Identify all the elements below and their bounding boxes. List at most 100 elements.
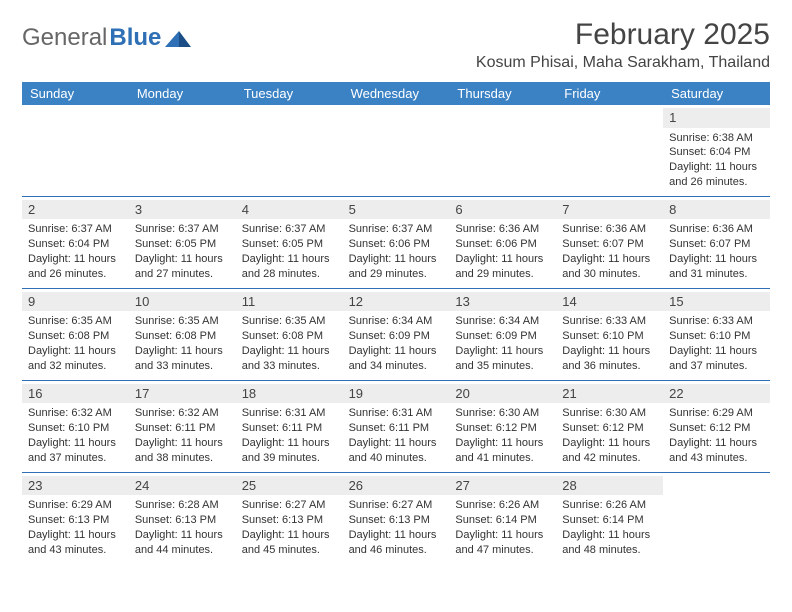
sunrise-text: Sunrise: 6:36 AM: [562, 222, 657, 237]
sunrise-text: Sunrise: 6:37 AM: [28, 222, 123, 237]
day-cell: 4Sunrise: 6:37 AMSunset: 6:05 PMDaylight…: [236, 197, 343, 288]
day-cell: 28Sunrise: 6:26 AMSunset: 6:14 PMDayligh…: [556, 473, 663, 564]
day-number: 4: [236, 200, 343, 220]
day-cell: 5Sunrise: 6:37 AMSunset: 6:06 PMDaylight…: [343, 197, 450, 288]
day-number: 7: [556, 200, 663, 220]
brand-part1: General: [22, 24, 107, 52]
day-number: 15: [663, 292, 770, 312]
day-cell: 6Sunrise: 6:36 AMSunset: 6:06 PMDaylight…: [449, 197, 556, 288]
sunset-text: Sunset: 6:06 PM: [349, 237, 444, 252]
weeks-container: 1Sunrise: 6:38 AMSunset: 6:04 PMDaylight…: [22, 105, 770, 564]
day-number: 13: [449, 292, 556, 312]
week-row: 23Sunrise: 6:29 AMSunset: 6:13 PMDayligh…: [22, 472, 770, 564]
daylight-text: Daylight: 11 hours and 48 minutes.: [562, 528, 657, 558]
week-row: 1 Sunrise: 6:38 AMSunset: 6:04 PMDaylight…: [22, 105, 770, 196]
sunrise-text: Sunrise: 6:38 AM: [669, 131, 764, 146]
sunset-text: Sunset: 6:12 PM: [455, 421, 550, 436]
day-cell: [22, 105, 129, 196]
day-cell: 10Sunrise: 6:35 AMSunset: 6:08 PMDayligh…: [129, 289, 236, 380]
day-cell: [556, 105, 663, 196]
daylight-text: Daylight: 11 hours and 28 minutes.: [242, 252, 337, 282]
day-number: 10: [129, 292, 236, 312]
day-number: 27: [449, 476, 556, 496]
day-cell: [343, 105, 450, 196]
day-number: 28: [556, 476, 663, 496]
day-cell: 16Sunrise: 6:32 AMSunset: 6:10 PMDayligh…: [22, 381, 129, 472]
sunset-text: Sunset: 6:07 PM: [562, 237, 657, 252]
sunrise-text: Sunrise: 6:26 AM: [455, 498, 550, 513]
week-row: 2Sunrise: 6:37 AMSunset: 6:04 PMDaylight…: [22, 196, 770, 288]
daylight-text: Daylight: 11 hours and 41 minutes.: [455, 436, 550, 466]
day-cell: [129, 105, 236, 196]
month-title: February 2025: [476, 18, 770, 52]
sunrise-text: Sunrise: 6:32 AM: [135, 406, 230, 421]
sunset-text: Sunset: 6:09 PM: [349, 329, 444, 344]
weekday-label: Tuesday: [236, 82, 343, 105]
daylight-text: Daylight: 11 hours and 46 minutes.: [349, 528, 444, 558]
day-number: 14: [556, 292, 663, 312]
day-cell: [449, 105, 556, 196]
day-cell: 27 Sunrise: 6:26 AMSunset: 6:14 PMDayligh…: [449, 473, 556, 564]
sunrise-text: Sunrise: 6:27 AM: [242, 498, 337, 513]
day-cell: 2 Sunrise: 6:37 AMSunset: 6:04 PMDaylight…: [22, 197, 129, 288]
daylight-text: Daylight: 11 hours and 35 minutes.: [455, 344, 550, 374]
day-cell: 9Sunrise: 6:35 AMSunset: 6:08 PMDaylight…: [22, 289, 129, 380]
sunset-text: Sunset: 6:11 PM: [242, 421, 337, 436]
sunset-text: Sunset: 6:06 PM: [455, 237, 550, 252]
day-cell: 7Sunrise: 6:36 AMSunset: 6:07 PMDaylight…: [556, 197, 663, 288]
day-number: 2: [22, 200, 129, 220]
sunset-text: Sunset: 6:07 PM: [669, 237, 764, 252]
day-number: 21: [556, 384, 663, 404]
day-number: 20: [449, 384, 556, 404]
sunset-text: Sunset: 6:12 PM: [562, 421, 657, 436]
day-cell: 11Sunrise: 6:35 AMSunset: 6:08 PMDayligh…: [236, 289, 343, 380]
header: GeneralBlue February 2025 Kosum Phisai, …: [22, 18, 770, 72]
sunrise-text: Sunrise: 6:34 AM: [349, 314, 444, 329]
day-number: 26: [343, 476, 450, 496]
daylight-text: Daylight: 11 hours and 44 minutes.: [135, 528, 230, 558]
sunset-text: Sunset: 6:04 PM: [669, 145, 764, 160]
sunset-text: Sunset: 6:14 PM: [455, 513, 550, 528]
day-cell: 21Sunrise: 6:30 AMSunset: 6:12 PMDayligh…: [556, 381, 663, 472]
day-number: 25: [236, 476, 343, 496]
daylight-text: Daylight: 11 hours and 37 minutes.: [669, 344, 764, 374]
daylight-text: Daylight: 11 hours and 39 minutes.: [242, 436, 337, 466]
title-block: February 2025 Kosum Phisai, Maha Sarakha…: [476, 18, 770, 72]
sunrise-text: Sunrise: 6:37 AM: [135, 222, 230, 237]
day-number: 1: [663, 108, 770, 128]
day-cell: 8Sunrise: 6:36 AMSunset: 6:07 PMDaylight…: [663, 197, 770, 288]
weekday-label: Saturday: [663, 82, 770, 105]
sunrise-text: Sunrise: 6:33 AM: [562, 314, 657, 329]
sunrise-text: Sunrise: 6:31 AM: [349, 406, 444, 421]
daylight-text: Daylight: 11 hours and 26 minutes.: [669, 160, 764, 190]
day-number: 16: [22, 384, 129, 404]
weekday-label: Sunday: [22, 82, 129, 105]
day-cell: 23Sunrise: 6:29 AMSunset: 6:13 PMDayligh…: [22, 473, 129, 564]
sunset-text: Sunset: 6:13 PM: [242, 513, 337, 528]
sunset-text: Sunset: 6:14 PM: [562, 513, 657, 528]
weekday-label: Thursday: [449, 82, 556, 105]
sunset-text: Sunset: 6:11 PM: [135, 421, 230, 436]
weekday-header: Sunday Monday Tuesday Wednesday Thursday…: [22, 82, 770, 105]
day-number: 8: [663, 200, 770, 220]
brand-part2: Blue: [109, 24, 161, 52]
day-cell: 13Sunrise: 6:34 AMSunset: 6:09 PMDayligh…: [449, 289, 556, 380]
day-number: 17: [129, 384, 236, 404]
sunrise-text: Sunrise: 6:36 AM: [455, 222, 550, 237]
sunrise-text: Sunrise: 6:31 AM: [242, 406, 337, 421]
daylight-text: Daylight: 11 hours and 45 minutes.: [242, 528, 337, 558]
day-cell: 12Sunrise: 6:34 AMSunset: 6:09 PMDayligh…: [343, 289, 450, 380]
daylight-text: Daylight: 11 hours and 31 minutes.: [669, 252, 764, 282]
daylight-text: Daylight: 11 hours and 43 minutes.: [669, 436, 764, 466]
daylight-text: Daylight: 11 hours and 37 minutes.: [28, 436, 123, 466]
day-number: 9: [22, 292, 129, 312]
day-number: 23: [22, 476, 129, 496]
daylight-text: Daylight: 11 hours and 29 minutes.: [349, 252, 444, 282]
sunset-text: Sunset: 6:04 PM: [28, 237, 123, 252]
location-text: Kosum Phisai, Maha Sarakham, Thailand: [476, 54, 770, 72]
sunset-text: Sunset: 6:10 PM: [562, 329, 657, 344]
daylight-text: Daylight: 11 hours and 26 minutes.: [28, 252, 123, 282]
daylight-text: Daylight: 11 hours and 47 minutes.: [455, 528, 550, 558]
day-number: 22: [663, 384, 770, 404]
weekday-label: Friday: [556, 82, 663, 105]
